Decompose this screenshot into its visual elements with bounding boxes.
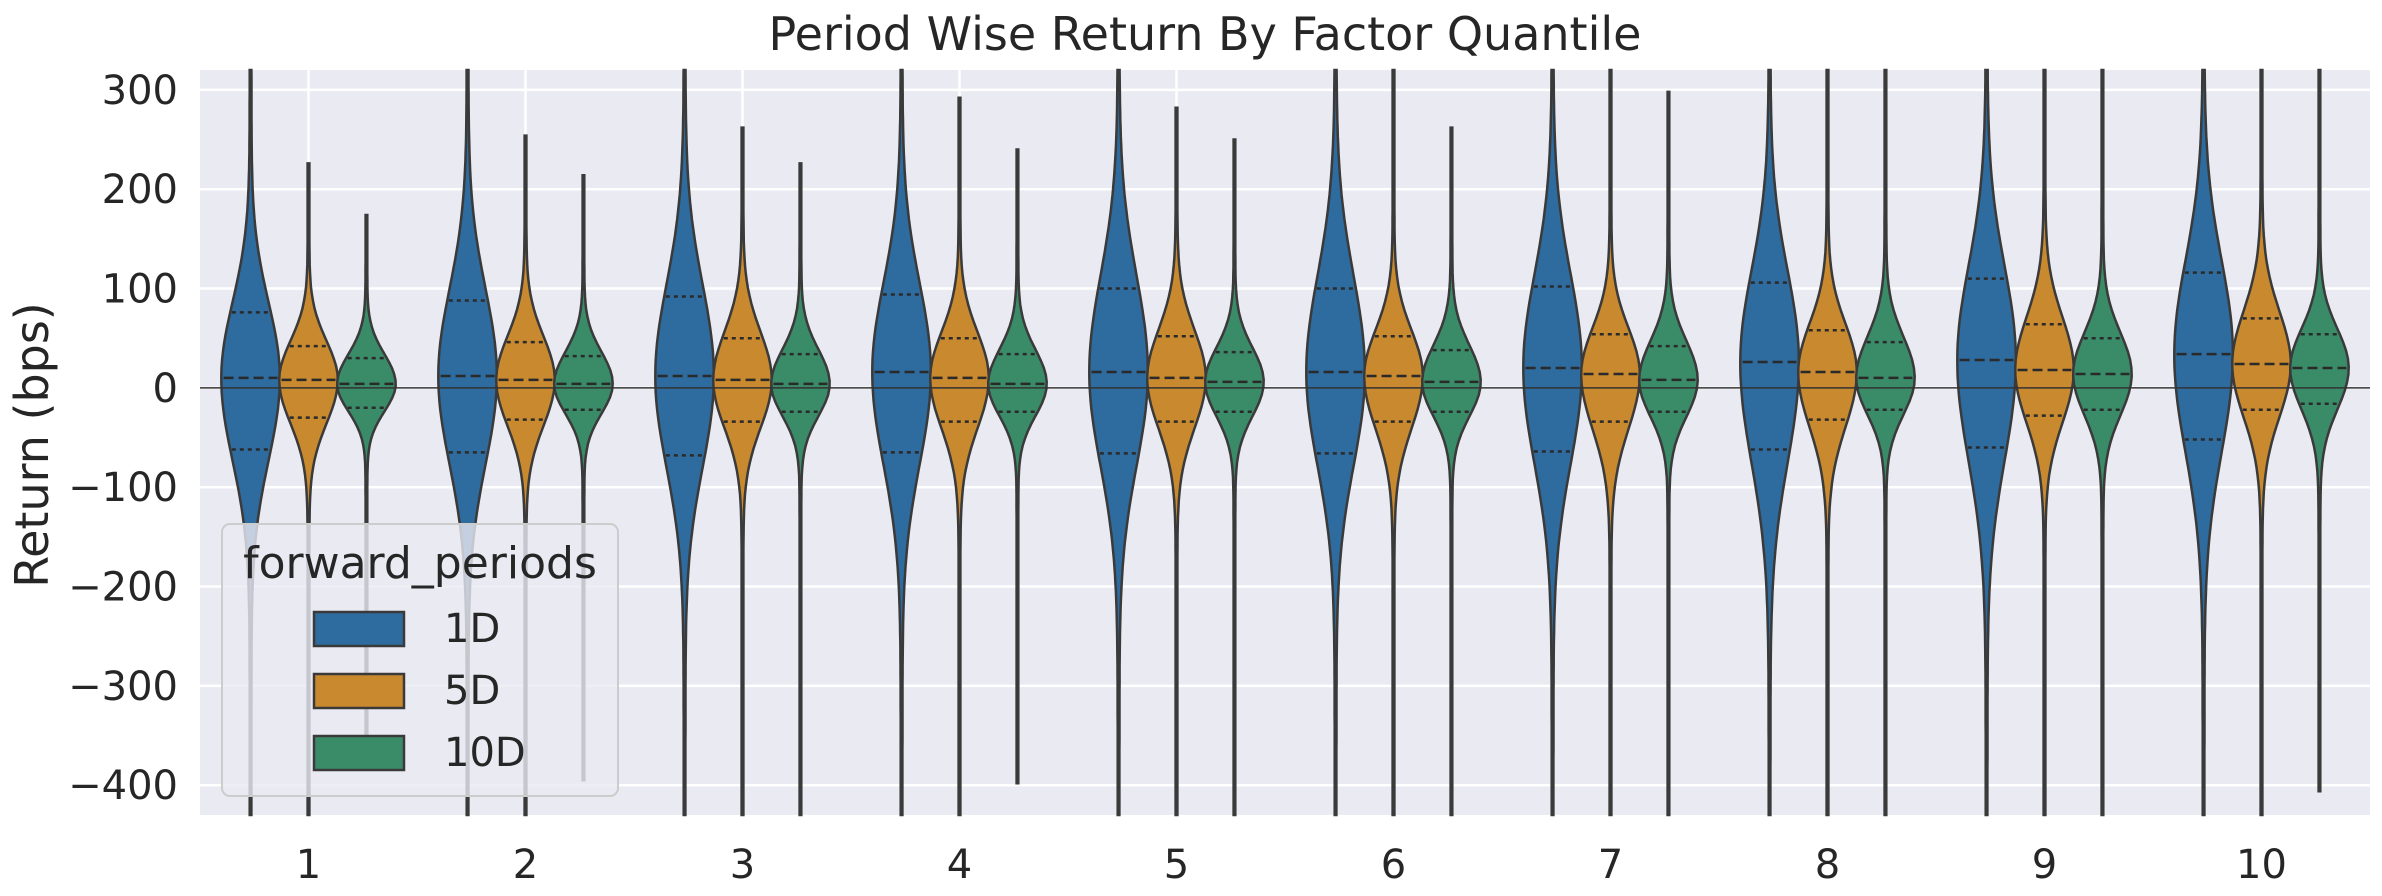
y-tick-label: 200 xyxy=(102,167,178,213)
legend-label-5d: 5D xyxy=(444,668,500,714)
legend-swatch-1d xyxy=(312,610,406,648)
violin-10d-q6 xyxy=(1420,126,1482,817)
legend-swatch-10d xyxy=(312,734,406,772)
y-tick-label: 0 xyxy=(153,366,178,412)
violin-5d-q4 xyxy=(928,96,991,817)
violin-10d-q7 xyxy=(1637,90,1699,817)
violin-10d-q8 xyxy=(1854,68,1916,817)
violin-5d-q6 xyxy=(1362,68,1425,817)
x-tick-label: 7 xyxy=(1598,842,1623,888)
y-tick-label: 100 xyxy=(102,267,178,313)
y-tick-label: −300 xyxy=(68,664,178,710)
violin-5d-q10 xyxy=(2231,68,2292,817)
x-tick-label: 4 xyxy=(947,842,972,888)
violin-1d-q3 xyxy=(654,68,716,817)
x-tick-label: 6 xyxy=(1381,842,1406,888)
legend: forward_periods 1D 5D 10D xyxy=(221,523,619,797)
y-axis-label: Return (bps) xyxy=(5,302,59,588)
legend-label-10d: 10D xyxy=(444,730,526,776)
y-tick-label: −400 xyxy=(68,763,178,809)
violin-1d-q4 xyxy=(871,68,933,817)
y-tick-label: 300 xyxy=(102,68,178,114)
violin-10d-q5 xyxy=(1203,138,1265,817)
y-tick-label: −100 xyxy=(68,465,178,511)
violin-5d-q9 xyxy=(2013,68,2076,817)
x-tick-label: 3 xyxy=(730,842,755,888)
x-tick-label: 5 xyxy=(1164,842,1189,888)
x-tick-label: 2 xyxy=(513,842,538,888)
violin-5d-q7 xyxy=(1579,68,1642,817)
violin-1d-q7 xyxy=(1522,68,1584,817)
chart-title: Period Wise Return By Factor Quantile xyxy=(769,7,1642,61)
legend-box xyxy=(221,523,619,797)
x-tick-label: 8 xyxy=(1815,842,1840,888)
violin-1d-q8 xyxy=(1739,68,1801,817)
legend-label-1d: 1D xyxy=(444,606,500,652)
violin-5d-q5 xyxy=(1146,106,1207,817)
x-tick-label: 9 xyxy=(2032,842,2057,888)
violin-10d-q4 xyxy=(986,148,1048,785)
violin-1d-q10 xyxy=(2173,68,2235,817)
violin-5d-q3 xyxy=(711,126,774,817)
violin-5d-q8 xyxy=(1797,68,1858,817)
legend-title: forward_periods xyxy=(243,538,597,589)
violin-1d-q5 xyxy=(1088,68,1150,817)
violin-1d-q9 xyxy=(1956,68,2018,817)
violin-10d-q9 xyxy=(2071,68,2133,817)
violin-10d-q3 xyxy=(770,162,831,817)
legend-swatch-5d xyxy=(312,672,406,710)
y-tick-label: −200 xyxy=(68,565,178,611)
violin-1d-q6 xyxy=(1305,68,1367,817)
x-tick-label: 1 xyxy=(296,842,321,888)
x-tick-label: 10 xyxy=(2236,842,2287,888)
violin-10d-q10 xyxy=(2288,68,2350,793)
